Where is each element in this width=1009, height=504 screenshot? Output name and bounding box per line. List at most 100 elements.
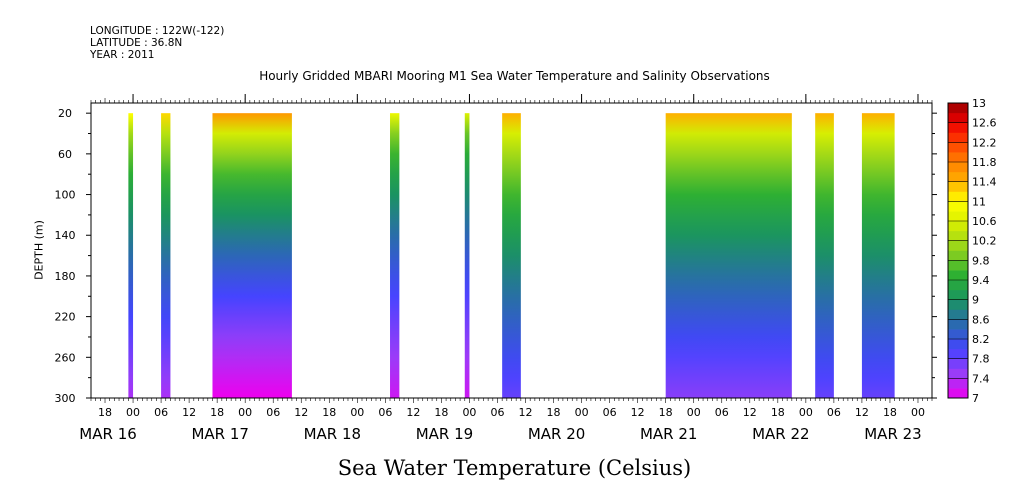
x-hour-label: 18 [210, 406, 224, 419]
x-hour-label: 00 [799, 406, 813, 419]
y-tick-label: 20 [58, 107, 72, 120]
y-tick-label: 140 [55, 229, 76, 242]
colorbar-segment [948, 270, 968, 281]
data-block [502, 113, 521, 398]
x-hour-label: 18 [322, 406, 336, 419]
y-tick-label: 260 [55, 351, 76, 364]
x-hour-label: 06 [378, 406, 392, 419]
x-hour-label: 12 [406, 406, 420, 419]
x-hour-label: 00 [462, 406, 476, 419]
x-hour-label: 00 [238, 406, 252, 419]
colorbar-label: 8.2 [972, 333, 990, 346]
colorbar-segment [948, 368, 968, 379]
y-tick-label: 60 [58, 148, 72, 161]
colorbar-segment [948, 319, 968, 330]
colorbar-segment [948, 211, 968, 222]
colorbar-segment [948, 181, 968, 192]
colorbar-label: 7 [972, 392, 979, 405]
colorbar-label: 11.4 [972, 176, 997, 189]
x-hour-label: 18 [547, 406, 561, 419]
plot-area [128, 113, 895, 398]
y-tick-label: 180 [55, 270, 76, 283]
x-hour-label: 12 [182, 406, 196, 419]
colorbar-label: 7.8 [972, 353, 990, 366]
data-block [464, 113, 470, 398]
x-day-label: MAR 21 [640, 425, 697, 443]
x-hour-label: 06 [827, 406, 841, 419]
x-hour-label: 06 [266, 406, 280, 419]
year-label: YEAR : 2011 [90, 49, 155, 61]
y-tick-label: 220 [55, 311, 76, 324]
colorbar-label: 7.4 [972, 372, 990, 385]
colorbar-segment [948, 339, 968, 350]
x-hour-label: 06 [490, 406, 504, 419]
data-block [861, 113, 895, 398]
x-hour-label: 00 [350, 406, 364, 419]
x-hour-label: 00 [687, 406, 701, 419]
x-day-label: MAR 22 [752, 425, 809, 443]
x-hour-label: 18 [434, 406, 448, 419]
colorbar-segment [948, 309, 968, 320]
x-hour-label: 00 [911, 406, 925, 419]
x-hour-label: 18 [771, 406, 785, 419]
x-hour-label: 00 [575, 406, 589, 419]
x-hour-label: 18 [98, 406, 112, 419]
chart-title: Hourly Gridded MBARI Mooring M1 Sea Wate… [259, 69, 770, 83]
colorbar-segment [948, 191, 968, 202]
x-day-label: MAR 20 [528, 425, 585, 443]
x-hour-label: 18 [883, 406, 897, 419]
colorbar-segment [948, 388, 968, 399]
data-block [161, 113, 171, 398]
colorbar-segment [948, 250, 968, 261]
colorbar-segment [948, 142, 968, 153]
x-day-label: MAR 18 [304, 425, 361, 443]
colorbar-segment [948, 280, 968, 291]
x-day-label: MAR 16 [79, 425, 136, 443]
y-tick-label: 300 [55, 392, 76, 405]
x-axis-label: Sea Water Temperature (Celsius) [337, 456, 692, 480]
colorbar-segment [948, 221, 968, 232]
x-hour-label: 06 [603, 406, 617, 419]
colorbar-segment [948, 122, 968, 133]
colorbar-segment [948, 299, 968, 310]
colorbar-segment [948, 240, 968, 251]
x-hour-label: 00 [126, 406, 140, 419]
data-block [665, 113, 792, 398]
colorbar-segment [948, 378, 968, 389]
colorbar-label: 10.6 [972, 215, 997, 228]
colorbar-segment [948, 329, 968, 340]
colorbar-segment [948, 358, 968, 369]
longitude-label: LONGITUDE : 122W(-122) [90, 25, 225, 37]
x-hour-label: 12 [294, 406, 308, 419]
colorbar-label: 8.6 [972, 313, 990, 326]
data-block [390, 113, 400, 398]
y-tick-label: 100 [55, 189, 76, 202]
colorbar-segment [948, 348, 968, 359]
colorbar-label: 9.8 [972, 254, 990, 267]
colorbar-label: 12.6 [972, 117, 997, 130]
colorbar-segment [948, 152, 968, 163]
data-block [212, 113, 292, 398]
x-day-label: MAR 19 [416, 425, 473, 443]
data-block [128, 113, 134, 398]
x-hour-label: 12 [631, 406, 645, 419]
x-hour-label: 12 [855, 406, 869, 419]
x-hour-label: 06 [154, 406, 168, 419]
colorbar-segment [948, 103, 968, 114]
colorbar-label: 11.8 [972, 156, 997, 169]
colorbar-label: 9.4 [972, 274, 990, 287]
x-hour-label: 06 [715, 406, 729, 419]
x-day-label: MAR 23 [864, 425, 921, 443]
x-hour-label: 18 [659, 406, 673, 419]
colorbar-label: 9 [972, 294, 979, 307]
colorbar-segment [948, 112, 968, 123]
x-hour-label: 12 [519, 406, 533, 419]
colorbar-label: 10.2 [972, 235, 997, 248]
colorbar-label: 11 [972, 195, 986, 208]
x-hour-label: 12 [743, 406, 757, 419]
colorbar-segment [948, 289, 968, 300]
colorbar-segment [948, 132, 968, 143]
colorbar-label: 12.2 [972, 136, 997, 149]
colorbar-segment [948, 201, 968, 212]
axes: 20 60 100 140 180 220 260 300 18 00 06 12 18 00 06 12 18… [55, 94, 937, 443]
